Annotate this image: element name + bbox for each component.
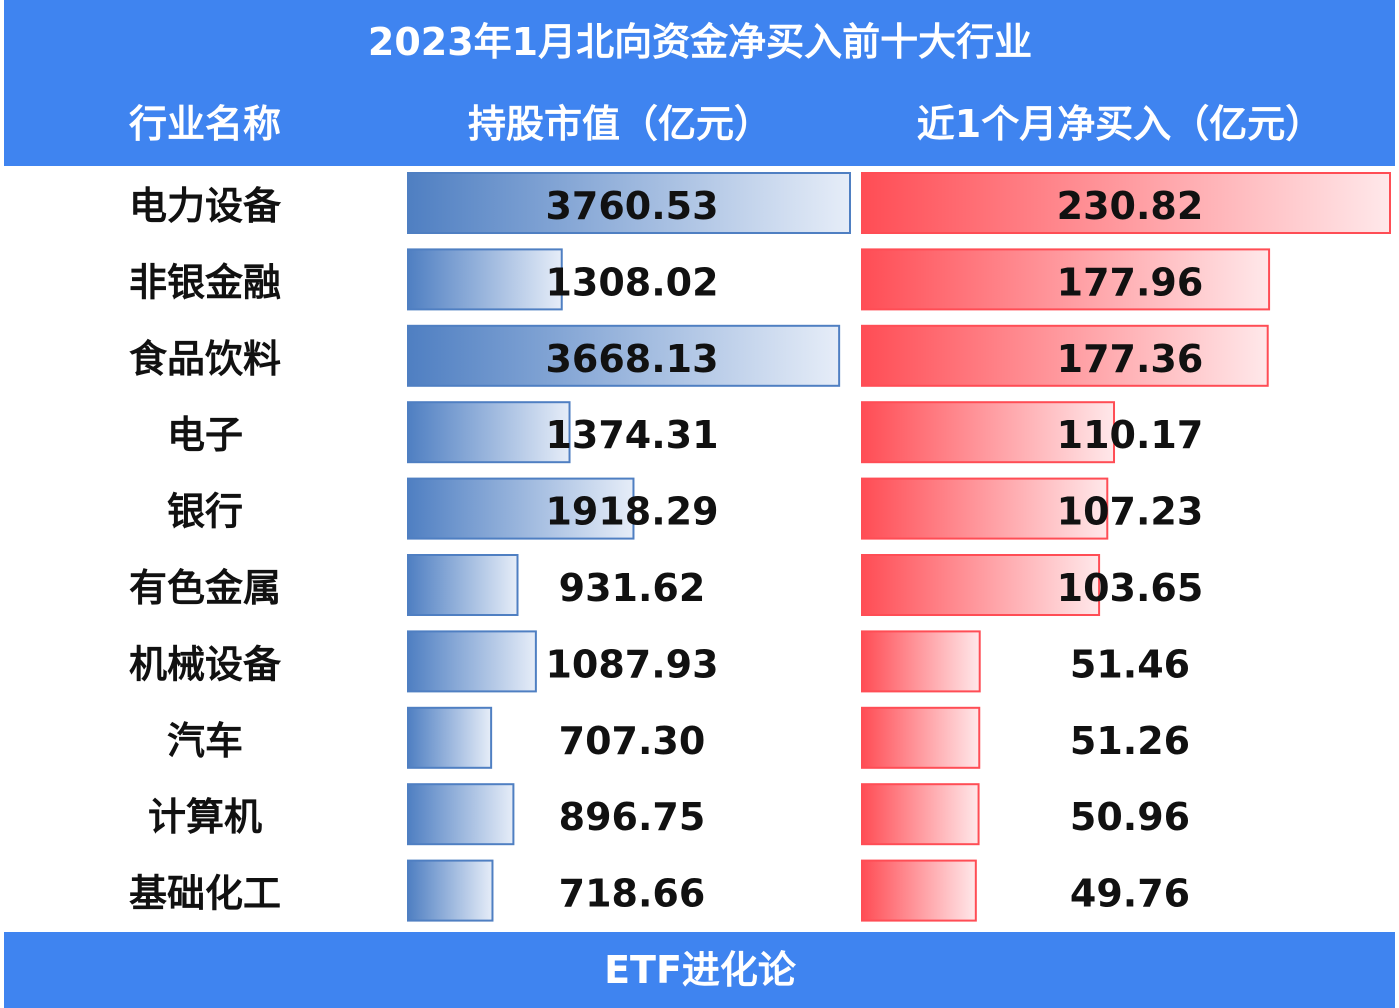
data-bar	[407, 248, 563, 311]
value-label: 230.82	[1057, 184, 1204, 228]
value-label: 103.65	[1057, 566, 1204, 610]
value-label: 107.23	[1057, 490, 1204, 534]
data-bar	[407, 554, 519, 616]
data-bar	[407, 477, 635, 540]
value-label: 177.36	[1057, 337, 1204, 381]
data-bar	[861, 554, 1101, 616]
value-label: 177.96	[1057, 260, 1204, 304]
value-label: 50.96	[1070, 795, 1190, 839]
value-label: 51.46	[1070, 642, 1190, 686]
value-label: 931.62	[559, 566, 706, 610]
data-bar	[407, 706, 493, 769]
category-label: 银行	[167, 490, 243, 534]
value-label: 707.30	[559, 719, 706, 763]
data-bar	[861, 859, 977, 922]
category-label: 基础化工	[129, 872, 281, 916]
value-label: 49.76	[1070, 872, 1190, 916]
category-label: 电力设备	[129, 184, 282, 228]
data-bar	[861, 783, 980, 846]
header-band	[4, 0, 1395, 166]
chart-title: 2023年1月北向资金净买入前十大行业	[368, 20, 1032, 64]
footer: ETF进化论	[604, 948, 797, 992]
data-bar	[407, 172, 851, 234]
category-label: 机械设备	[129, 642, 282, 686]
value-label: 1087.93	[545, 642, 718, 686]
category-label: 非银金融	[129, 260, 281, 304]
column-header: 行业名称	[129, 102, 281, 146]
category-label: 有色金属	[129, 566, 281, 610]
column-header: 近1个月净买入（亿元）	[917, 102, 1323, 146]
column-header: 持股市值（亿元）	[468, 102, 772, 146]
value-label: 896.75	[559, 795, 706, 839]
data-bar	[861, 324, 1269, 387]
data-bar	[861, 172, 1391, 234]
data-bar	[407, 783, 515, 846]
data-bar	[407, 324, 841, 387]
value-label: 110.17	[1057, 413, 1204, 457]
value-label: 3668.13	[545, 337, 718, 381]
value-label: 718.66	[559, 872, 706, 916]
value-label: 1374.31	[545, 413, 718, 457]
footer-band	[4, 932, 1395, 1008]
data-bar	[861, 401, 1116, 464]
category-label: 食品饮料	[129, 337, 281, 381]
value-label: 1918.29	[545, 490, 718, 534]
data-bar	[407, 630, 537, 693]
data-bar	[861, 248, 1271, 311]
value-label: 3760.53	[545, 184, 718, 228]
data-bar	[861, 630, 981, 693]
data-bar	[861, 706, 981, 769]
value-label: 1308.02	[545, 260, 718, 304]
category-label: 汽车	[167, 719, 243, 763]
category-label: 电子	[167, 413, 243, 457]
value-label: 51.26	[1070, 719, 1190, 763]
category-label: 计算机	[148, 795, 262, 839]
data-bar	[407, 859, 494, 922]
data-bar	[407, 401, 571, 464]
data-bar	[861, 477, 1109, 540]
